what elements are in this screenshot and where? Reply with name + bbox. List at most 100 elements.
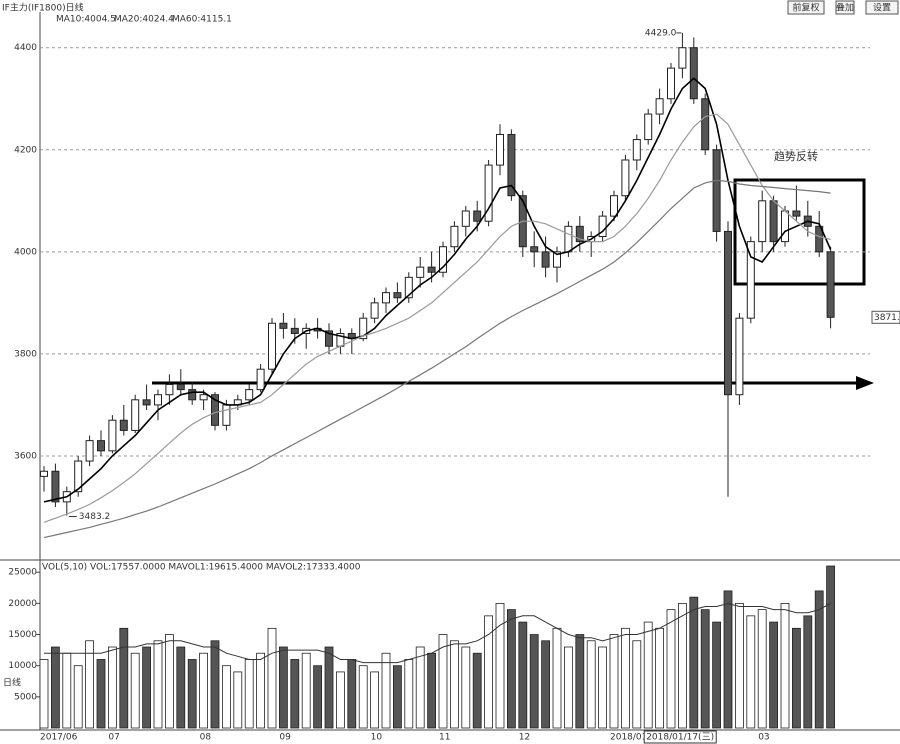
candle-body bbox=[142, 399, 151, 406]
arrow-head bbox=[856, 376, 874, 390]
volume-bar bbox=[427, 652, 437, 729]
candle-body bbox=[496, 133, 504, 166]
candle-body bbox=[678, 47, 687, 69]
y-tick-label: 10000 bbox=[8, 661, 37, 671]
volume-bar bbox=[586, 640, 596, 729]
volume-bar bbox=[780, 602, 790, 729]
candle-body bbox=[701, 98, 710, 151]
candle-body bbox=[188, 389, 197, 401]
volume-bar bbox=[130, 652, 140, 729]
volume-bar bbox=[814, 590, 824, 729]
candle-body bbox=[370, 302, 379, 319]
candle-body bbox=[97, 440, 105, 452]
volume-header: VOL(5,10) VOL:17557.0000 MAVOL1:19615.40… bbox=[42, 563, 361, 573]
legend-entry: MA60:4115.1 bbox=[172, 15, 232, 25]
candle-body bbox=[507, 133, 516, 197]
candle-body bbox=[484, 164, 493, 222]
volume-bar bbox=[621, 627, 630, 729]
y-tick-label: 25000 bbox=[8, 568, 37, 578]
volume-bar bbox=[244, 659, 254, 729]
legend-entry: MA10:4004.5 bbox=[56, 15, 116, 25]
y-tick-label: 3600 bbox=[14, 451, 37, 461]
y-tick-label: 4400 bbox=[14, 43, 37, 53]
period-label: 日线 bbox=[3, 677, 21, 689]
candle-body bbox=[245, 389, 254, 401]
candle-body bbox=[667, 67, 675, 100]
volume-bar bbox=[632, 640, 642, 729]
candle-body bbox=[621, 159, 630, 197]
volume-bar bbox=[256, 652, 266, 729]
volume-bar bbox=[176, 646, 186, 729]
candle-body bbox=[165, 384, 174, 396]
candle-body bbox=[290, 327, 299, 334]
candle-body bbox=[632, 139, 641, 161]
volume-bar bbox=[62, 652, 72, 729]
volume-bar bbox=[267, 627, 277, 729]
volume-bar bbox=[495, 602, 505, 729]
toolbar-label[interactable]: 设置 bbox=[873, 3, 891, 14]
volume-bar bbox=[700, 609, 710, 729]
candle-body bbox=[359, 317, 368, 340]
volume-bar bbox=[96, 659, 106, 729]
candle-body bbox=[644, 113, 653, 141]
candle-body bbox=[461, 210, 470, 227]
candle-body bbox=[279, 322, 288, 329]
volume-bar bbox=[484, 615, 494, 729]
volume-bar bbox=[73, 665, 83, 729]
candle-body bbox=[108, 419, 117, 452]
volume-bar bbox=[335, 671, 345, 729]
volume-bar bbox=[119, 627, 129, 729]
volume-bar bbox=[643, 621, 653, 729]
toolbar-button[interactable]: 设置 bbox=[865, 0, 899, 15]
candle-body bbox=[792, 210, 801, 217]
volume-bar bbox=[415, 646, 425, 729]
cursor-label: 2018/01/17(三) bbox=[646, 733, 714, 743]
volume-bar bbox=[678, 602, 687, 729]
x-tick-label: 08 bbox=[200, 733, 212, 743]
annotation: 趋势反转 bbox=[774, 149, 818, 163]
toolbar-label[interactable]: 叠加 bbox=[836, 3, 854, 14]
candle-body bbox=[450, 225, 459, 248]
candle-body bbox=[74, 460, 83, 493]
volume-bar bbox=[472, 652, 482, 729]
volume-bar bbox=[666, 609, 676, 729]
ma-line bbox=[43, 179, 831, 539]
volume-bar bbox=[210, 640, 220, 729]
volume-bar bbox=[290, 659, 300, 729]
volume-bar bbox=[449, 640, 459, 729]
x-tick-label: 2017/06 bbox=[40, 733, 78, 743]
volume-bar bbox=[769, 621, 778, 729]
y-tick-label: 4200 bbox=[14, 145, 37, 155]
toolbar-button[interactable]: 前复权 bbox=[787, 0, 825, 15]
toolbar-label[interactable]: 前复权 bbox=[792, 2, 819, 14]
volume-bar bbox=[164, 634, 174, 729]
volume-bar bbox=[564, 646, 573, 729]
volume-bar bbox=[39, 659, 49, 729]
candle-body bbox=[473, 210, 482, 222]
volume-bar bbox=[689, 596, 699, 729]
volume-bar bbox=[404, 659, 414, 729]
candle-body bbox=[541, 251, 550, 268]
y-tick-label: 20000 bbox=[8, 599, 37, 609]
volume-bar bbox=[313, 665, 323, 729]
volume-bar bbox=[153, 640, 163, 729]
candle-body bbox=[575, 225, 584, 243]
high-label: 4429.0 bbox=[645, 28, 677, 38]
y-tick-label: 5000 bbox=[14, 692, 37, 702]
volume-bar bbox=[826, 565, 835, 729]
candle-body bbox=[211, 394, 219, 426]
volume-bar bbox=[438, 634, 448, 729]
candle-body bbox=[154, 394, 162, 406]
candle-body bbox=[222, 404, 231, 426]
volume-bar bbox=[370, 671, 380, 729]
volume-bar bbox=[598, 646, 607, 729]
candle-body bbox=[553, 251, 561, 268]
x-tick-label: 11 bbox=[439, 733, 450, 743]
candle-body bbox=[40, 470, 48, 477]
candle-body bbox=[268, 322, 276, 370]
toolbar-button[interactable]: 叠加 bbox=[835, 0, 855, 15]
volume-bar bbox=[803, 615, 813, 729]
candle-body bbox=[815, 225, 824, 253]
